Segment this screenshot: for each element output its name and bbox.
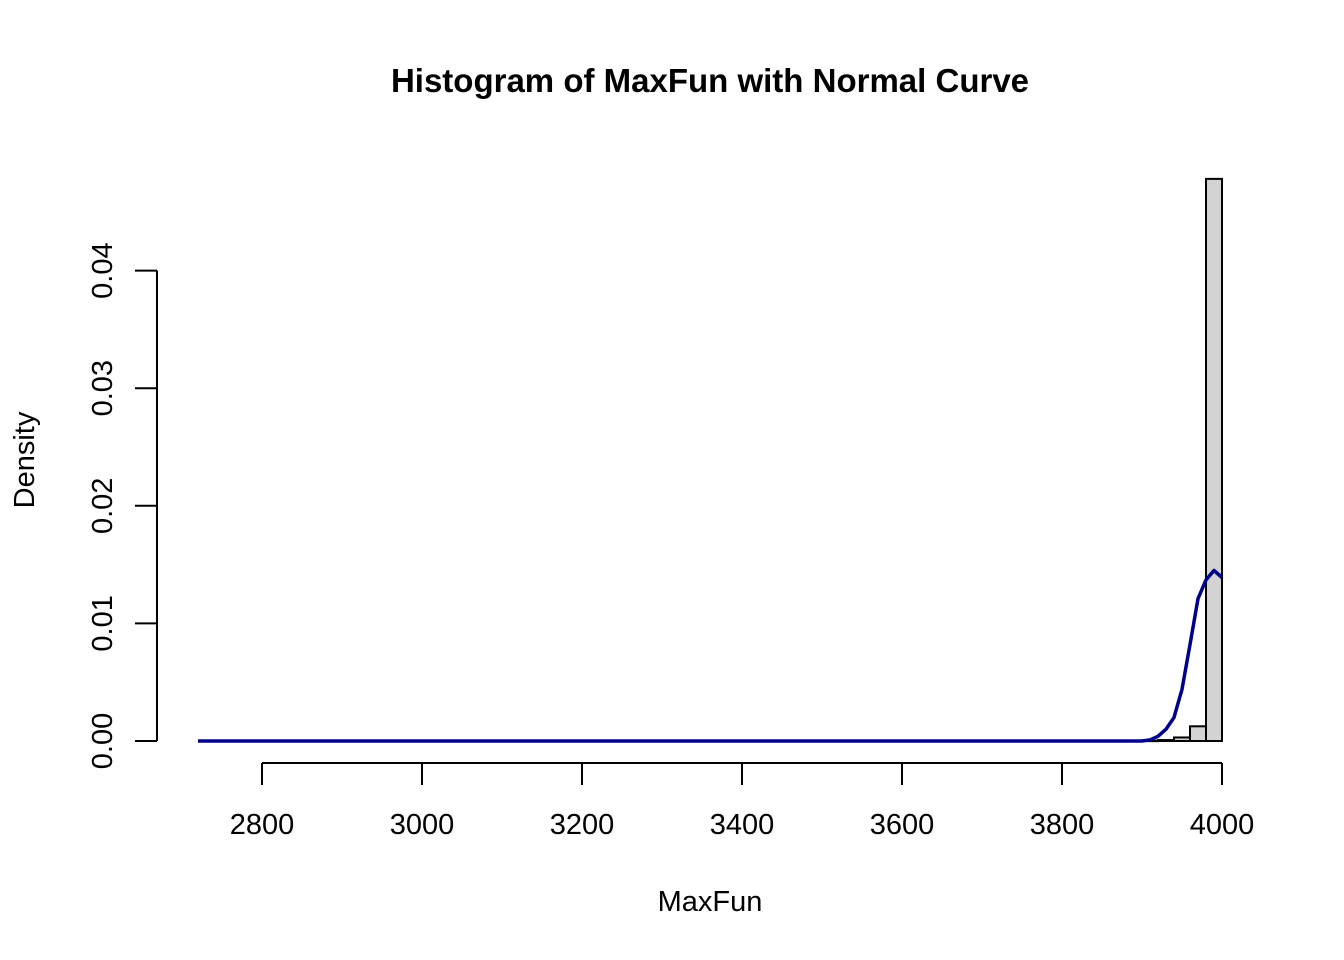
x-tick-label: 3200 [550,809,615,841]
x-tick-label: 3800 [1030,809,1095,841]
histogram-bar [1189,725,1207,742]
y-axis: 0.00 0.01 0.02 0.03 0.04 [87,242,158,769]
chart-title: Histogram of MaxFun with Normal Curve [391,62,1029,99]
histogram-bar [1157,739,1175,743]
x-tick-label: 3400 [710,809,775,841]
histogram-bars [1141,177,1223,743]
y-tick-label: 0.03 [87,360,119,416]
x-axis-label: MaxFun [658,886,763,918]
y-tick-label: 0.04 [87,242,119,298]
histogram-bar [1173,736,1191,742]
y-tick-label: 0.02 [87,478,119,534]
x-tick-label: 3000 [390,809,455,841]
x-tick-label: 2800 [230,809,295,841]
normal-curve-layer [198,568,1224,743]
y-tick-label: 0.00 [87,713,119,769]
y-tick-label: 0.01 [87,595,119,651]
y-axis-label: Density [9,411,41,508]
normal-curve-line [198,568,1224,743]
x-axis: 2800 3000 3200 3400 3600 3800 4000 [230,762,1255,841]
x-tick-label: 3600 [870,809,935,841]
x-tick-label: 4000 [1190,809,1255,841]
histogram-bar [1205,177,1223,742]
